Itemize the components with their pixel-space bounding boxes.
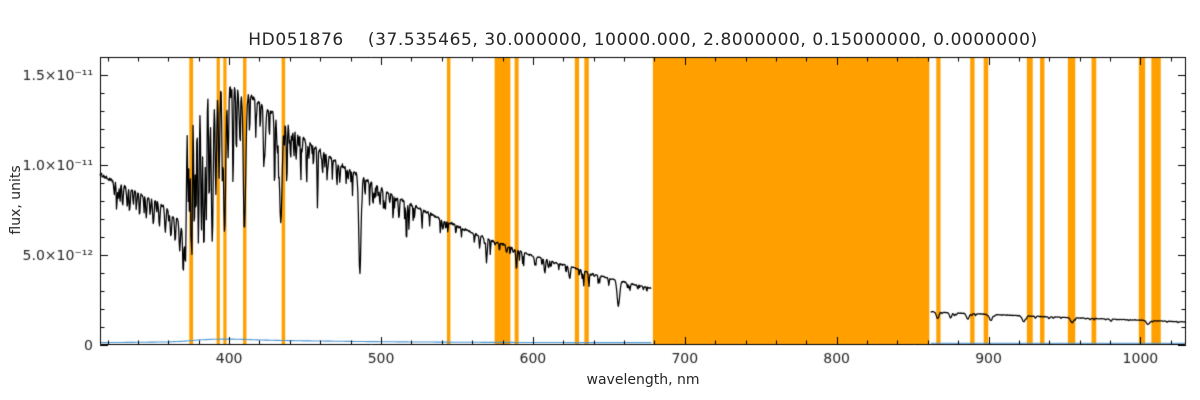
- x-axis-label: wavelength, nm: [586, 372, 700, 388]
- y-axis-label: flux, units: [8, 165, 24, 235]
- plot-title: HD051876 (37.535465, 30.000000, 10000.00…: [248, 30, 1038, 50]
